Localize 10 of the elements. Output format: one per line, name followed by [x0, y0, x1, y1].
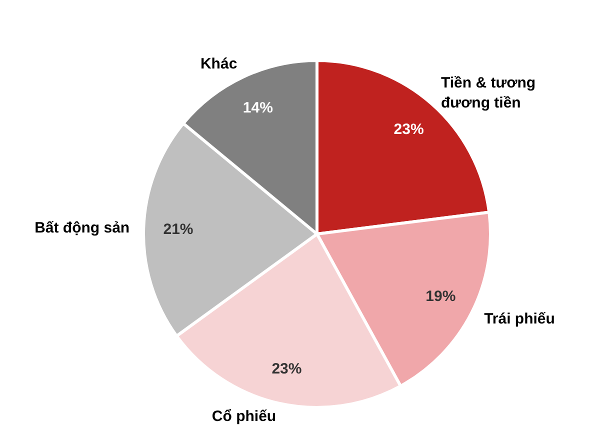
- slice-label: Cổ phiếu: [212, 408, 276, 426]
- slice-label: Bất động sản: [34, 219, 130, 236]
- data-label: 21%: [163, 220, 194, 238]
- data-label: 23%: [394, 121, 424, 138]
- slice-label: Trái phiếu: [484, 310, 555, 328]
- slice-label: Tiền & tương đương tiền: [440, 74, 536, 112]
- slice-label: Khác: [200, 55, 238, 72]
- data-label: 14%: [242, 100, 273, 117]
- data-label: 23%: [272, 360, 302, 378]
- data-label: 19%: [426, 288, 456, 306]
